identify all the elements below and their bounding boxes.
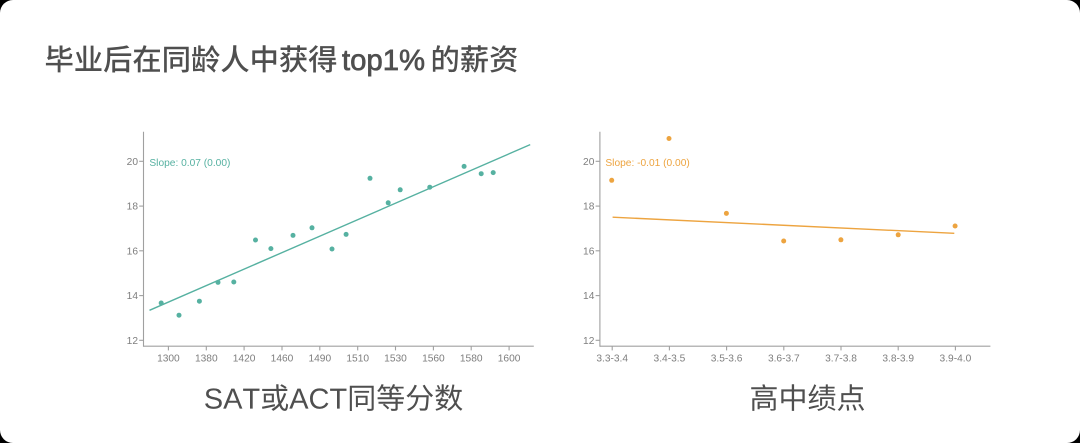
svg-text:14: 14 — [583, 291, 595, 302]
svg-text:20: 20 — [583, 157, 595, 168]
svg-text:3.5-3.6: 3.5-3.6 — [711, 353, 743, 364]
svg-text:12: 12 — [583, 336, 595, 347]
svg-text:18: 18 — [583, 202, 595, 213]
svg-text:14: 14 — [127, 291, 139, 302]
svg-text:20: 20 — [127, 157, 139, 168]
svg-text:Slope: 0.07 (0.00): Slope: 0.07 (0.00) — [149, 158, 230, 169]
svg-text:1600: 1600 — [498, 353, 521, 364]
svg-text:1510: 1510 — [346, 353, 369, 364]
svg-text:12: 12 — [127, 336, 139, 347]
svg-text:1300: 1300 — [157, 353, 180, 364]
svg-text:1420: 1420 — [233, 353, 256, 364]
svg-text:3.4-3.5: 3.4-3.5 — [654, 353, 686, 364]
svg-text:Slope: -0.01 (0.00): Slope: -0.01 (0.00) — [605, 158, 689, 169]
svg-text:1530: 1530 — [384, 353, 407, 364]
svg-text:3.8-3.9: 3.8-3.9 — [882, 353, 914, 364]
svg-text:16: 16 — [127, 246, 139, 257]
svg-text:3.6-3.7: 3.6-3.7 — [768, 353, 800, 364]
svg-text:3.3-3.4: 3.3-3.4 — [596, 353, 628, 364]
svg-text:1490: 1490 — [308, 353, 331, 364]
svg-text:1560: 1560 — [422, 353, 445, 364]
svg-text:1580: 1580 — [460, 353, 483, 364]
svg-text:1460: 1460 — [271, 353, 294, 364]
svg-text:3.7-3.8: 3.7-3.8 — [825, 353, 857, 364]
svg-text:16: 16 — [583, 246, 595, 257]
svg-text:3.9-4.0: 3.9-4.0 — [940, 353, 972, 364]
svg-text:18: 18 — [127, 202, 139, 213]
svg-text:1380: 1380 — [195, 353, 218, 364]
